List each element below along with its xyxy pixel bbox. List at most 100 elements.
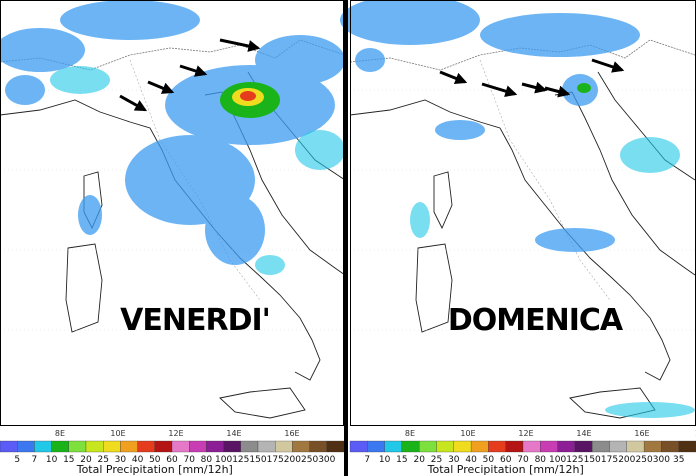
colorbar-label: 150 [584,455,601,465]
colorbar-label: 200 [618,455,635,465]
colorbar-cell [401,440,420,453]
colorbar-label: 7 [32,455,38,465]
colorbar-label: 40 [132,455,144,465]
colorbar-label: 80 [201,455,213,465]
colorbar-cell [17,440,35,453]
colorbar-label: 25 [97,455,108,465]
colorbar-label: 15 [396,455,407,465]
colorbar-label: 25 [431,455,442,465]
colorbar-cell [540,440,558,453]
colorbar-cell [206,440,224,453]
colorbar-cell [103,440,121,453]
colorbar-cell [34,440,52,453]
longitude-label: 12E [168,429,183,438]
divider [344,0,348,476]
colorbar-label: 60 [166,455,178,465]
colorbar-cell [643,440,662,453]
map-left [0,0,346,419]
colorbar-cell [505,440,524,453]
colorbar-label: 20 [413,455,425,465]
colorbar-cell [275,440,293,453]
colorbar-cell [240,440,259,453]
colorbar-cell [557,440,576,453]
colorbar-caption: Total Precipitation [mm/12h] [427,463,584,476]
colorbar-cell [488,440,506,453]
colorbar-cell [51,440,69,453]
colorbar-cell [470,440,489,453]
colorbar-cell [574,440,593,453]
longitude-label: 18 [695,429,696,438]
colorbar-cell [120,440,138,453]
map-frame [350,0,696,426]
longitude-label: 14E [576,429,591,438]
map-frame [0,0,344,426]
colorbar-label: 15 [63,455,74,465]
longitude-label: 12E [518,429,533,438]
colorbar-label: 5 [14,455,20,465]
colorbar-cell [661,440,679,453]
colorbar-label: 10 [46,455,58,465]
colorbar-label: 300 [653,455,670,465]
colorbar-cell [189,440,207,453]
day-title: DOMENICA [448,303,624,338]
map-right [340,0,696,419]
colorbar-label: 125 [566,455,583,465]
day-title: VENERDI' [120,303,270,338]
colorbar-cell [384,440,403,453]
colorbar-cell [592,440,610,453]
longitude-label: 8E [405,429,415,438]
colorbar-cell [522,440,541,453]
colorbar-cell [292,440,310,453]
colorbar-caption: Total Precipitation [mm/12h] [76,463,233,476]
longitude-label: 14E [226,429,241,438]
colorbar-label: 10 [379,455,391,465]
colorbar-label: 250 [636,455,653,465]
colorbar-cell [85,440,104,453]
colorbar-label: 30 [448,455,460,465]
colorbar-cell [436,440,454,453]
colorbar-cell [609,440,627,453]
longitude-label: 16E [634,429,649,438]
longitude-label: 10E [110,429,125,438]
colorbar-cell [154,440,173,453]
colorbar-label: 70 [183,455,195,465]
colorbar-label: 250 [301,455,318,465]
colorbar-label: 100 [215,455,232,465]
colorbar-label: 175 [601,455,618,465]
colorbar-cell [626,440,645,453]
colorbar-cell [309,440,327,453]
colorbar-label: 100 [549,455,566,465]
colorbar-label: 125 [232,455,249,465]
longitude-label: 10E [460,429,475,438]
colorbar-cell [367,440,385,453]
colorbar-label: 20 [80,455,92,465]
colorbar-label: 7 [364,455,370,465]
colorbar-label: 175 [267,455,284,465]
colorbar-label: 300 [318,455,335,465]
colorbar-label: 30 [115,455,127,465]
colorbar-label: 80 [535,455,547,465]
colorbar-cell [453,440,472,453]
colorbar-cell [0,440,18,453]
colorbar-cell [419,440,437,453]
panel: DOMENICA 8E 10E 12E 14E 16E 18 7 10 15 20 25 30 40 50 6… [349,0,696,476]
colorbar-cell [349,440,368,453]
colorbar-label: 40 [465,455,477,465]
colorbar-label: 150 [249,455,266,465]
longitude-label: 16E [284,429,299,438]
colorbar-label: 50 [483,455,495,465]
panel: VENERDI' 8E 10E 12E 14E 16E 5 7 10 15 20 25 30 40 50 60… [0,0,345,476]
colorbar-cell [171,440,190,453]
colorbar-cell [257,440,276,453]
colorbar-label: 50 [149,455,161,465]
longitude-label: 8E [55,429,65,438]
colorbar-cell [68,440,87,453]
colorbar-label: 70 [517,455,529,465]
colorbar-cell [137,440,155,453]
colorbar-cell [678,440,696,453]
colorbar-label: 200 [284,455,301,465]
colorbar-label: 35 [673,455,684,465]
colorbar-cell [326,440,345,453]
colorbar-cell [223,440,241,453]
